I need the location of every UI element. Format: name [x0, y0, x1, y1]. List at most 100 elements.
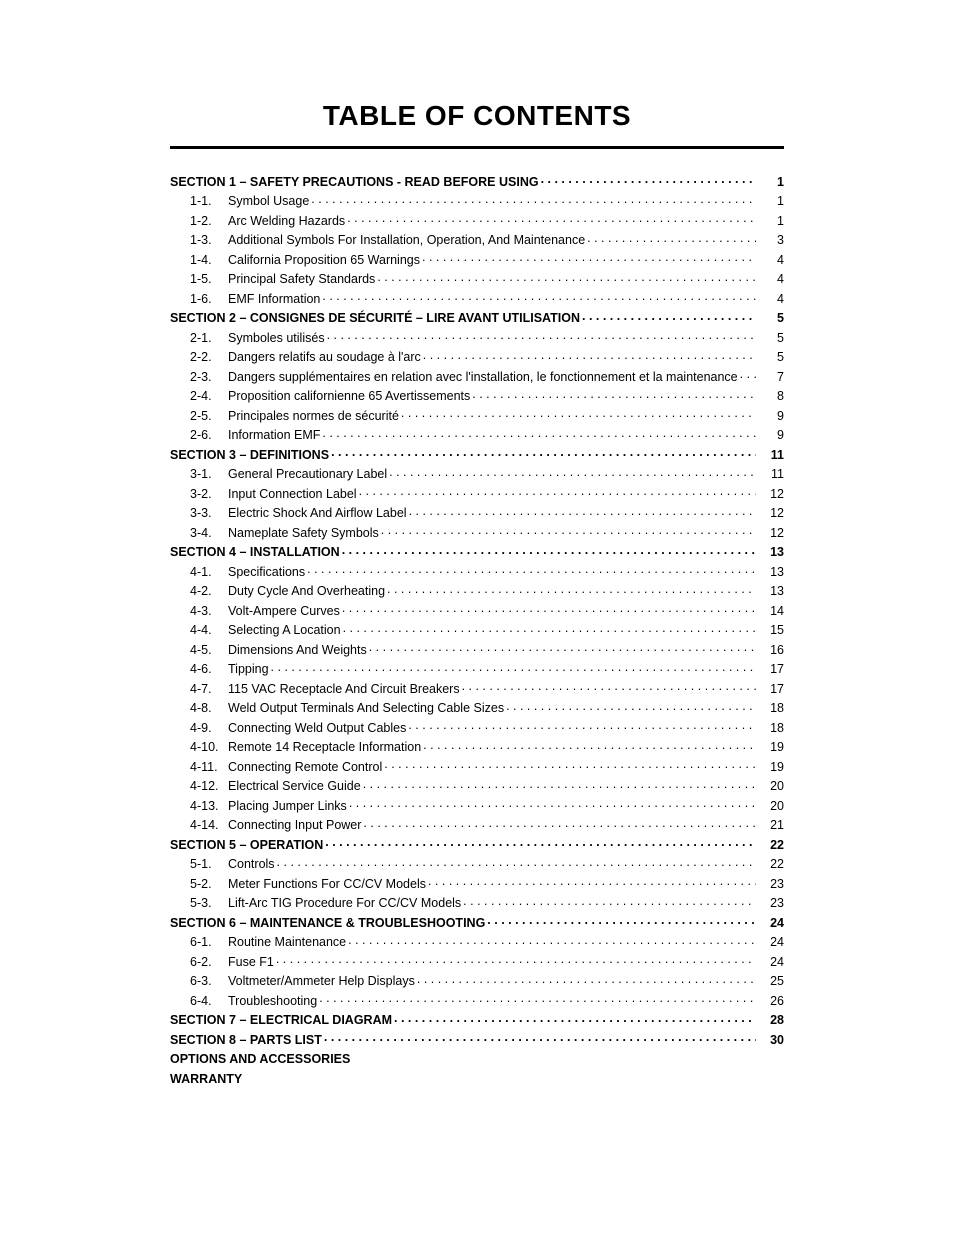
- toc-leader-dots: [331, 446, 756, 459]
- toc-entry-number: 4-9.: [190, 722, 228, 735]
- toc-page-number: 20: [756, 780, 784, 793]
- toc-entry-number: 4-11.: [190, 761, 228, 774]
- toc-leader-dots: [311, 193, 756, 206]
- toc-leader-dots: [389, 466, 756, 479]
- toc-entry-number: 2-1.: [190, 332, 228, 345]
- toc-entry-label: Dangers supplémentaires en relation avec…: [228, 371, 740, 384]
- toc-page-number: 16: [756, 644, 784, 657]
- toc-entry: 4-6.Tipping 17: [170, 661, 784, 676]
- toc-entry-number: 3-3.: [190, 507, 228, 520]
- toc-entry-number: 4-7.: [190, 683, 228, 696]
- toc-page-number: 12: [756, 527, 784, 540]
- toc-page-number: 1: [756, 176, 784, 189]
- toc-entry-label: Specifications: [228, 566, 307, 579]
- toc-entry: 1-5.Principal Safety Standards4: [170, 271, 784, 286]
- toc-entry-number: 6-2.: [190, 956, 228, 969]
- toc-page-number: 18: [756, 702, 784, 715]
- toc-entry: 2-3.Dangers supplémentaires en relation …: [170, 368, 784, 383]
- toc-leader-dots: [740, 368, 756, 381]
- toc-section-label: SECTION 8 – PARTS LIST: [170, 1034, 324, 1047]
- toc-entry-number: 6-1.: [190, 936, 228, 949]
- toc-page-number: 17: [756, 663, 784, 676]
- toc-entry: 1-2.Arc Welding Hazards1: [170, 212, 784, 227]
- toc-page-number: 24: [756, 917, 784, 930]
- toc-entry-number: 1-3.: [190, 234, 228, 247]
- toc-leader-dots: [324, 1031, 756, 1044]
- toc-leader-dots: [276, 953, 756, 966]
- toc-page-number: 13: [756, 546, 784, 559]
- toc-leader-dots: [408, 719, 756, 732]
- toc-leader-dots: [319, 992, 756, 1005]
- toc-entry-label: Arc Welding Hazards: [228, 215, 347, 228]
- toc-entry-label: Symbol Usage: [228, 195, 311, 208]
- toc-entry-number: 6-3.: [190, 975, 228, 988]
- toc-entry-label: Nameplate Safety Symbols: [228, 527, 381, 540]
- toc-page-number: 28: [756, 1014, 784, 1027]
- toc-page-number: 25: [756, 975, 784, 988]
- toc-entry-number: 4-6.: [190, 663, 228, 676]
- toc-section: WARRANTY: [170, 1070, 784, 1085]
- toc-entry: 4-10.Remote 14 Receptacle Information19: [170, 739, 784, 754]
- toc-page-number: 24: [756, 936, 784, 949]
- toc-page-number: 3: [756, 234, 784, 247]
- toc-leader-dots: [582, 310, 756, 323]
- toc-entry: 4-5.Dimensions And Weights16: [170, 641, 784, 656]
- toc-page-number: 12: [756, 488, 784, 501]
- toc-entry: 4-9.Connecting Weld Output Cables18: [170, 719, 784, 734]
- toc-leader-dots: [384, 758, 756, 771]
- toc-page-number: 4: [756, 254, 784, 267]
- toc-entry: 2-6.Information EMF9: [170, 427, 784, 442]
- toc-page-number: 11: [756, 449, 784, 462]
- toc-leader-dots: [487, 914, 756, 927]
- toc-entry: 4-1.Specifications13: [170, 563, 784, 578]
- toc-entry: 6-1.Routine Maintenance24: [170, 934, 784, 949]
- toc-leader-dots: [381, 524, 756, 537]
- toc-entry-label: Controls: [228, 858, 277, 871]
- toc-entry: 2-1.Symboles utilisés5: [170, 329, 784, 344]
- toc-section-label: SECTION 7 – ELECTRICAL DIAGRAM: [170, 1014, 394, 1027]
- toc-entry-number: 4-13.: [190, 800, 228, 813]
- toc-page-number: 19: [756, 761, 784, 774]
- page: TABLE OF CONTENTS SECTION 1 – SAFETY PRE…: [0, 0, 954, 1235]
- toc-entry: 1-3.Additional Symbols For Installation,…: [170, 232, 784, 247]
- toc-entry-label: Duty Cycle And Overheating: [228, 585, 387, 598]
- toc-entry-label: Remote 14 Receptacle Information: [228, 741, 423, 754]
- toc-leader-dots: [342, 602, 756, 615]
- toc-section-label: SECTION 6 – MAINTENANCE & TROUBLESHOOTIN…: [170, 917, 487, 930]
- toc-entry-label: Proposition californienne 65 Avertisseme…: [228, 390, 472, 403]
- toc-leader-dots: [322, 290, 756, 303]
- toc-entry-label: EMF Information: [228, 293, 322, 306]
- toc-entry-number: 5-1.: [190, 858, 228, 871]
- toc-leader-dots: [277, 856, 756, 869]
- toc-page-number: 5: [756, 312, 784, 325]
- toc-entry-label: Fuse F1: [228, 956, 276, 969]
- toc-leader-dots: [401, 407, 756, 420]
- toc-section-label: WARRANTY: [170, 1073, 244, 1086]
- toc-entry-label: Tipping: [228, 663, 271, 676]
- toc-section: SECTION 1 – SAFETY PRECAUTIONS - READ BE…: [170, 173, 784, 188]
- toc-leader-dots: [587, 232, 756, 245]
- toc-entry-label: Connecting Weld Output Cables: [228, 722, 408, 735]
- toc-entry-number: 2-6.: [190, 429, 228, 442]
- toc-leader-dots: [428, 875, 756, 888]
- toc-entry: 4-2.Duty Cycle And Overheating13: [170, 583, 784, 598]
- toc-section: SECTION 2 – CONSIGNES DE SÉCURITÉ – LIRE…: [170, 310, 784, 325]
- toc-entry-label: Connecting Input Power: [228, 819, 363, 832]
- toc-page-number: 1: [756, 195, 784, 208]
- toc-section: SECTION 8 – PARTS LIST30: [170, 1031, 784, 1046]
- toc-section: SECTION 4 – INSTALLATION13: [170, 544, 784, 559]
- toc-page-number: 12: [756, 507, 784, 520]
- toc-leader-dots: [394, 1012, 756, 1025]
- toc-entry-number: 4-12.: [190, 780, 228, 793]
- toc-section-label: SECTION 1 – SAFETY PRECAUTIONS - READ BE…: [170, 176, 541, 189]
- toc-section-label: SECTION 2 – CONSIGNES DE SÉCURITÉ – LIRE…: [170, 312, 582, 325]
- toc-page-number: 4: [756, 273, 784, 286]
- toc-leader-dots: [327, 329, 756, 342]
- toc-leader-dots: [271, 661, 756, 674]
- toc-page-number: 19: [756, 741, 784, 754]
- toc-section-label: OPTIONS AND ACCESSORIES: [170, 1053, 352, 1066]
- toc-leader-dots: [409, 505, 756, 518]
- toc-leader-dots: [506, 700, 756, 713]
- toc-section: SECTION 5 – OPERATION22: [170, 836, 784, 851]
- toc-page-number: 26: [756, 995, 784, 1008]
